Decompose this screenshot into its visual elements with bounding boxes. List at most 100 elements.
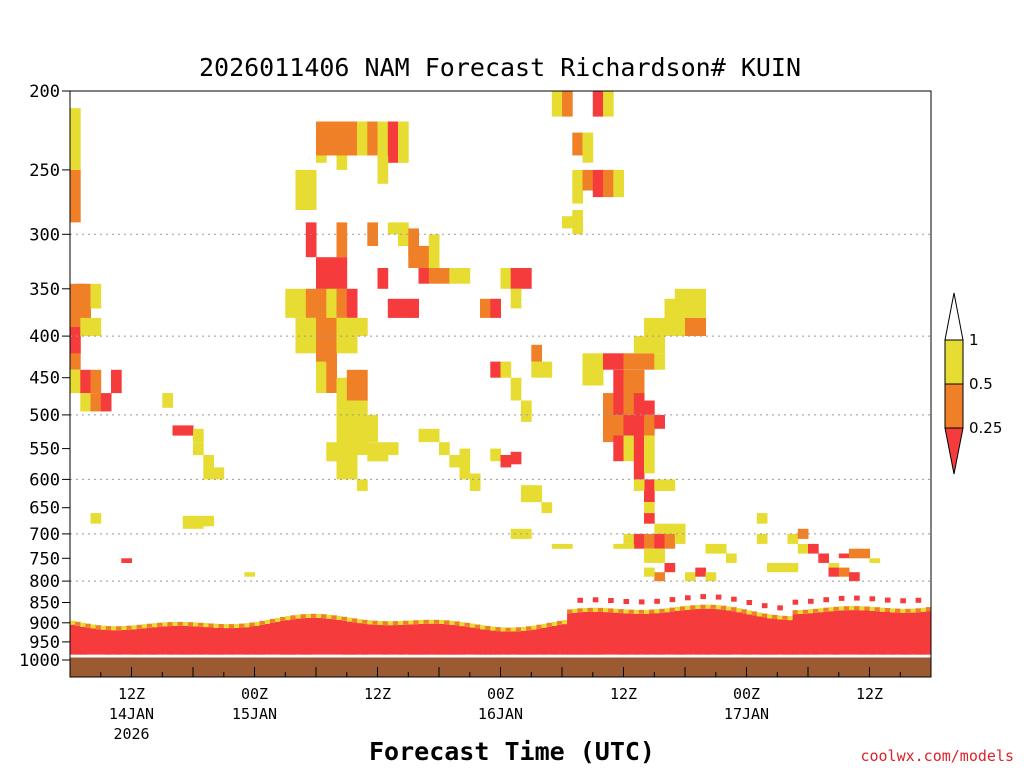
pbl-cap-cell <box>428 619 435 624</box>
pbl-cap-cell <box>521 626 527 631</box>
heatmap-cell <box>644 414 655 436</box>
pbl-cell <box>808 613 814 655</box>
heatmap-cell <box>326 288 337 336</box>
pbl-cell <box>439 624 445 655</box>
heatmap-cell <box>654 317 665 354</box>
heatmap-cell <box>305 288 317 318</box>
pbl-cell <box>228 628 235 655</box>
heatmap-cell <box>633 455 645 480</box>
pbl-speck-cell <box>669 597 676 603</box>
pbl-cap-cell <box>751 611 758 616</box>
pbl-cap-cell <box>85 623 91 628</box>
heatmap-cell <box>869 558 881 563</box>
pbl-cell <box>685 609 691 655</box>
heatmap-cell <box>80 369 91 394</box>
pbl-cell <box>449 624 455 655</box>
pbl-cell <box>152 627 158 655</box>
pbl-cell <box>659 612 665 655</box>
pbl-cell <box>838 610 845 655</box>
heatmap-cell <box>316 257 327 289</box>
pbl-cap-cell <box>649 609 655 614</box>
credit-link[interactable]: coolwx.com/models <box>860 747 1014 765</box>
heatmap-cell <box>603 91 614 117</box>
heatmap-cell <box>418 428 430 443</box>
pbl-cell <box>105 630 112 655</box>
pbl-cell <box>495 631 501 655</box>
pbl-cap-cell <box>710 604 717 609</box>
pbl-cell <box>372 624 378 655</box>
heatmap-cell <box>459 268 471 284</box>
heatmap-cell <box>674 288 686 318</box>
x-tick-label: 12Z <box>856 685 883 703</box>
heatmap-cell <box>336 155 348 170</box>
pbl-cap-cell <box>454 621 460 626</box>
y-tick-label: 950 <box>29 633 60 653</box>
heatmap-cell <box>295 317 307 354</box>
pbl-cap-cell <box>208 623 214 628</box>
heatmap-cell <box>613 414 624 443</box>
pbl-cell <box>915 612 922 655</box>
pbl-cell <box>705 608 712 655</box>
pbl-cell <box>572 612 578 655</box>
pbl-cell <box>679 610 686 655</box>
pbl-cap-cell <box>659 608 665 613</box>
pbl-cap-cell <box>172 621 179 626</box>
heatmap-cell <box>685 572 696 582</box>
heatmap-cell <box>521 485 532 503</box>
heatmap-cell <box>572 210 583 235</box>
pbl-cap-cell <box>715 605 722 610</box>
y-axis: 200 250 300 350 400 450 500 550 600 650 700 750 8008… <box>19 82 70 671</box>
pbl-cell <box>254 625 261 655</box>
heatmap-cell <box>439 442 450 456</box>
pbl-cap-cell <box>818 608 824 613</box>
pbl-cap-cell <box>895 608 901 613</box>
heatmap-cell <box>90 369 102 394</box>
pbl-cap-cell <box>767 614 773 619</box>
pbl-cap-cell <box>577 608 583 613</box>
pbl-cell <box>521 630 527 655</box>
pbl-cell <box>300 618 307 655</box>
heatmap-cell <box>808 543 819 554</box>
y-tick-label: 300 <box>29 225 60 245</box>
pbl-cap-cell <box>341 616 348 621</box>
pbl-cap-cell <box>531 625 537 630</box>
pbl-speck-cell <box>761 603 768 609</box>
pbl-cell <box>295 618 302 655</box>
heatmap-cell <box>510 268 522 289</box>
pbl-cap-cell <box>264 619 271 624</box>
pbl-cap-cell <box>290 615 296 620</box>
heatmap-cell <box>705 543 717 554</box>
pbl-cell <box>777 619 783 655</box>
pbl-speck-cell <box>777 605 783 611</box>
heatmap-cell <box>644 435 655 455</box>
legend-swatch-025-05 <box>944 383 964 429</box>
pbl-cell <box>392 625 399 655</box>
pbl-cell <box>895 612 901 655</box>
pbl-cap-cell <box>679 606 686 611</box>
heatmap-cell <box>80 393 91 412</box>
pbl-cell <box>459 626 466 655</box>
heatmap-cell <box>705 572 717 582</box>
pbl-speck-cell <box>808 598 814 604</box>
heatmap-cell <box>818 553 829 563</box>
pbl-cap-cell <box>469 623 476 628</box>
heatmap-cell <box>592 91 604 117</box>
pbl-cell <box>321 618 327 655</box>
heatmap-cell <box>459 448 471 480</box>
pbl-cell <box>669 611 676 655</box>
pbl-cap-cell <box>905 608 911 613</box>
pbl-cap-cell <box>146 623 153 628</box>
pbl-cap-cell <box>223 624 230 629</box>
pbl-cap-cell <box>526 626 532 631</box>
heatmap-cell <box>367 121 378 156</box>
pbl-cap-cell <box>726 606 732 611</box>
x-tick-date: 17JAN <box>724 705 769 723</box>
heatmap-cell <box>428 428 440 443</box>
pbl-cell <box>526 630 532 655</box>
pbl-cap-cell <box>100 625 107 630</box>
pbl-cap-cell <box>485 626 491 630</box>
pbl-cell <box>423 623 430 655</box>
pbl-cap-cell <box>772 615 778 619</box>
pbl-cell <box>628 613 635 655</box>
pbl-cap-cell <box>746 610 753 615</box>
